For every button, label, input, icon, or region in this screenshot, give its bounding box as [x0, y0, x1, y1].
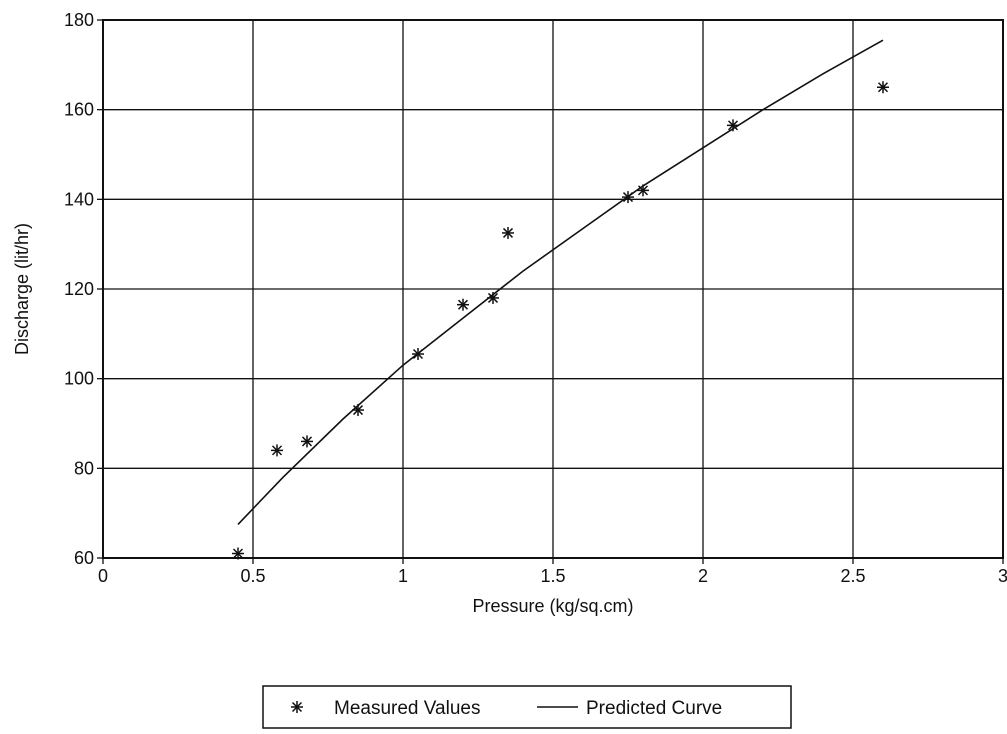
measured-value-point	[502, 226, 514, 239]
measured-value-point	[457, 298, 469, 311]
y-tick-label: 160	[64, 100, 94, 120]
legend-box	[262, 685, 792, 729]
x-tick-label: 1.5	[540, 566, 565, 586]
x-axis-ticks: 0 0.5 1 1.5 2 2.5 3	[98, 558, 1007, 586]
y-tick-label: 80	[74, 458, 94, 478]
measured-value-point	[232, 547, 244, 560]
y-tick-label: 140	[64, 189, 94, 209]
y-tick-label: 100	[64, 369, 94, 389]
predicted-curve-line	[237, 39, 884, 525]
y-tick-label: 120	[64, 279, 94, 299]
legend-label-predicted: Predicted Curve	[586, 698, 722, 719]
x-axis-title: Pressure (kg/sq.cm)	[472, 596, 633, 616]
measured-value-point	[301, 435, 313, 448]
y-axis-title: Discharge (lit/hr)	[12, 223, 32, 355]
x-tick-label: 2	[698, 566, 708, 586]
measured-value-point	[352, 404, 364, 417]
legend-label-measured: Measured Values	[334, 698, 480, 719]
grid	[102, 19, 1004, 559]
x-tick-label: 3	[998, 566, 1007, 586]
y-tick-label: 180	[64, 10, 94, 30]
series-layer	[232, 39, 889, 560]
measured-value-point	[271, 444, 283, 457]
x-tick-label: 1	[398, 566, 408, 586]
legend-asterisk	[291, 701, 303, 713]
measured-value-point	[877, 81, 889, 94]
legend: Measured Values Predicted Curve	[262, 685, 792, 729]
x-tick-label: 0.5	[240, 566, 265, 586]
x-tick-label: 2.5	[840, 566, 865, 586]
legend-marker-measured	[291, 701, 303, 713]
y-tick-label: 60	[74, 548, 94, 568]
x-tick-label: 0	[98, 566, 108, 586]
y-axis-ticks: 60 80 100 120 140 160 180	[64, 10, 103, 568]
